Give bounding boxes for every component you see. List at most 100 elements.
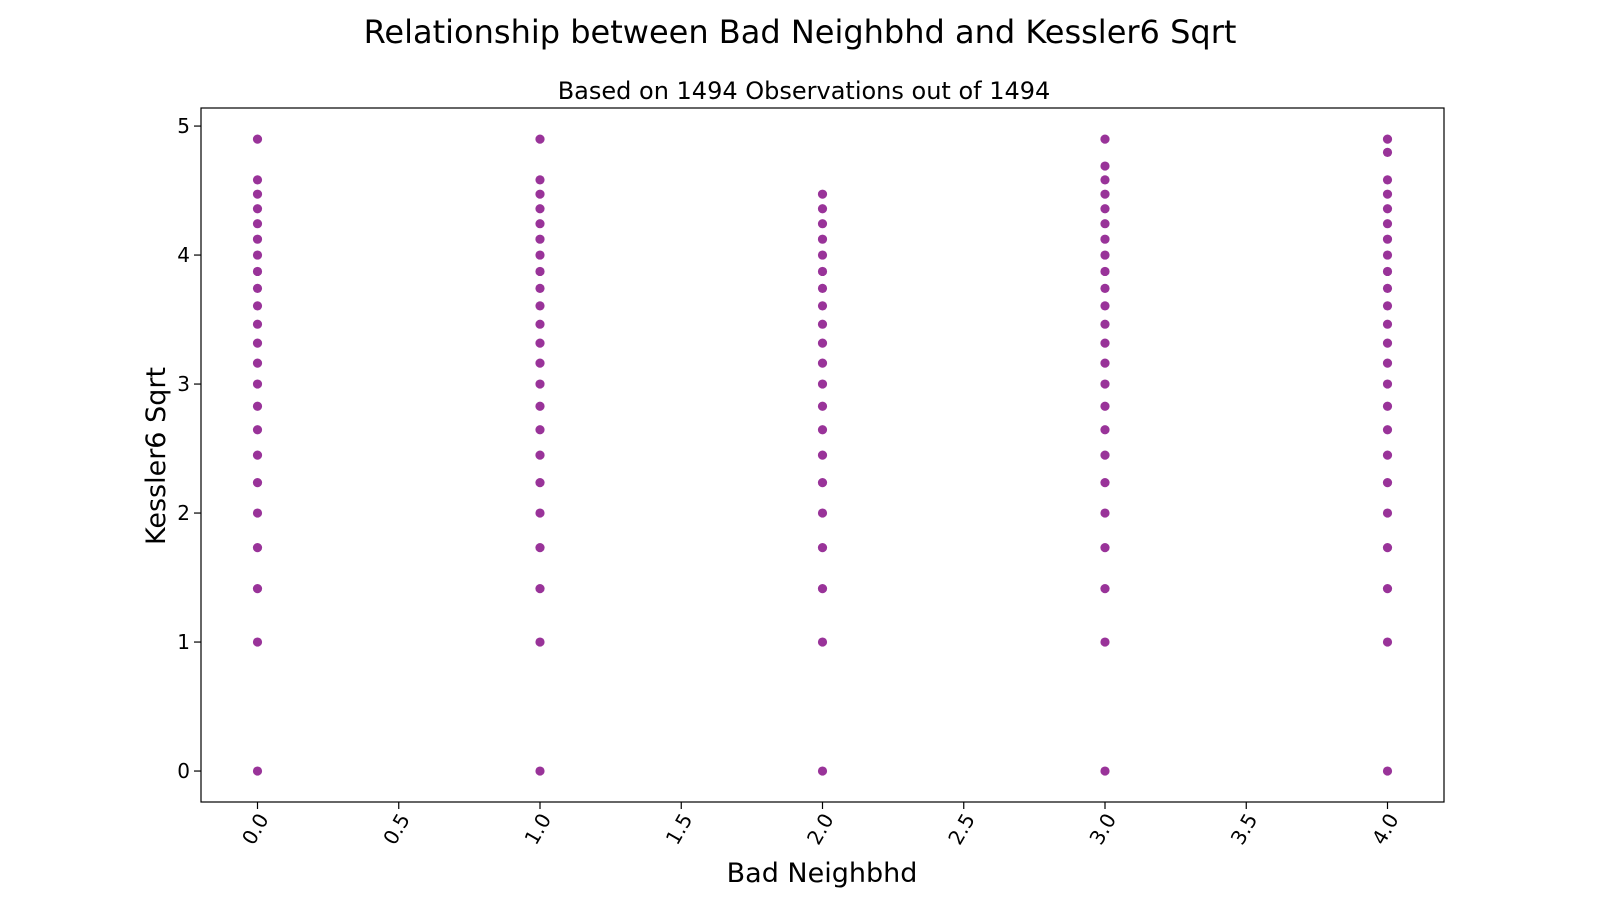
data-point [817, 338, 828, 348]
data-point [1382, 543, 1393, 553]
data-point [252, 219, 263, 229]
data-point [817, 379, 828, 389]
data-point [252, 175, 263, 185]
data-point [535, 450, 545, 460]
data-point [252, 234, 263, 244]
data-point [252, 450, 263, 460]
data-point [817, 204, 828, 214]
data-point [1382, 250, 1393, 260]
data-point [1100, 234, 1110, 244]
x-tick-label: 3.0 [1084, 809, 1121, 849]
data-point [1100, 283, 1110, 293]
x-tick-label: 2.0 [802, 809, 839, 849]
data-point [252, 379, 263, 389]
y-tick-label: 4 [177, 243, 190, 267]
x-tick-label: 1.5 [661, 809, 698, 849]
data-point [535, 134, 545, 144]
data-point [1382, 508, 1393, 518]
data-point [1100, 219, 1110, 229]
data-point [535, 401, 545, 411]
data-point [1382, 401, 1393, 411]
data-point [817, 766, 828, 776]
data-point [1382, 219, 1393, 229]
data-point [1382, 189, 1393, 199]
data-point [1382, 266, 1393, 277]
data-point [1100, 637, 1110, 647]
data-point [817, 478, 828, 488]
data-point [1100, 543, 1110, 553]
data-point [535, 283, 545, 293]
data-point [535, 637, 545, 647]
data-point [535, 338, 545, 348]
data-point [252, 189, 263, 199]
data-point [535, 301, 545, 311]
data-point [817, 219, 828, 229]
data-point [1100, 189, 1110, 199]
data-point [817, 250, 828, 260]
data-point [535, 358, 545, 368]
data-point [1382, 637, 1393, 647]
data-point [817, 301, 828, 311]
data-point [817, 283, 828, 293]
data-point [535, 319, 545, 329]
x-axis-ticks: 0.0 0.5 1.0 1.5 2.0 2.5 3.0 3.5 4.0 [237, 802, 1404, 849]
data-point [1100, 478, 1110, 488]
data-point [252, 319, 263, 329]
data-point [1100, 508, 1110, 518]
data-point [817, 234, 828, 244]
data-point [1382, 379, 1393, 389]
y-tick-label: 2 [177, 501, 190, 525]
data-point [535, 189, 545, 199]
data-point [1100, 134, 1110, 144]
data-point [252, 134, 263, 144]
data-point [1100, 766, 1110, 776]
data-point [1100, 358, 1110, 368]
data-point [252, 301, 263, 311]
data-point [535, 584, 545, 594]
x-tick-label: 0.5 [378, 809, 415, 849]
data-point [1100, 379, 1110, 389]
data-point [252, 358, 263, 368]
data-point [1100, 450, 1110, 460]
data-point [535, 219, 545, 229]
data-point [535, 478, 545, 488]
x-tick-label: 3.5 [1226, 809, 1263, 849]
data-point [1382, 425, 1393, 435]
data-point [817, 189, 828, 199]
x-tick-label: 4.0 [1367, 809, 1404, 849]
data-point [1100, 319, 1110, 329]
data-point [1382, 319, 1393, 329]
data-point [535, 508, 545, 518]
data-point [252, 204, 263, 214]
data-point [252, 637, 263, 647]
data-point [252, 250, 263, 260]
data-points [252, 134, 1393, 776]
data-point [535, 379, 545, 389]
data-point [1382, 478, 1393, 488]
data-point [817, 319, 828, 329]
data-point [252, 508, 263, 518]
x-tick-label: 0.0 [237, 809, 274, 849]
data-point [252, 283, 263, 293]
data-point [817, 401, 828, 411]
data-point [252, 478, 263, 488]
data-point [1100, 250, 1110, 260]
y-axis-label: Kessler6 Sqrt [141, 367, 172, 545]
y-axis-ticks: 0 1 2 3 4 5 [177, 114, 201, 783]
y-tick-label: 1 [177, 630, 190, 654]
data-point [252, 425, 263, 435]
x-tick-label: 1.0 [519, 809, 556, 849]
data-point [252, 338, 263, 348]
data-point [1382, 766, 1393, 776]
data-point [1100, 401, 1110, 411]
data-point [817, 450, 828, 460]
data-point [1382, 283, 1393, 293]
data-point [1100, 161, 1110, 171]
data-point [1100, 425, 1110, 435]
data-point [252, 766, 263, 776]
data-point [1100, 204, 1110, 214]
data-point [817, 358, 828, 368]
y-tick-label: 0 [177, 759, 190, 783]
